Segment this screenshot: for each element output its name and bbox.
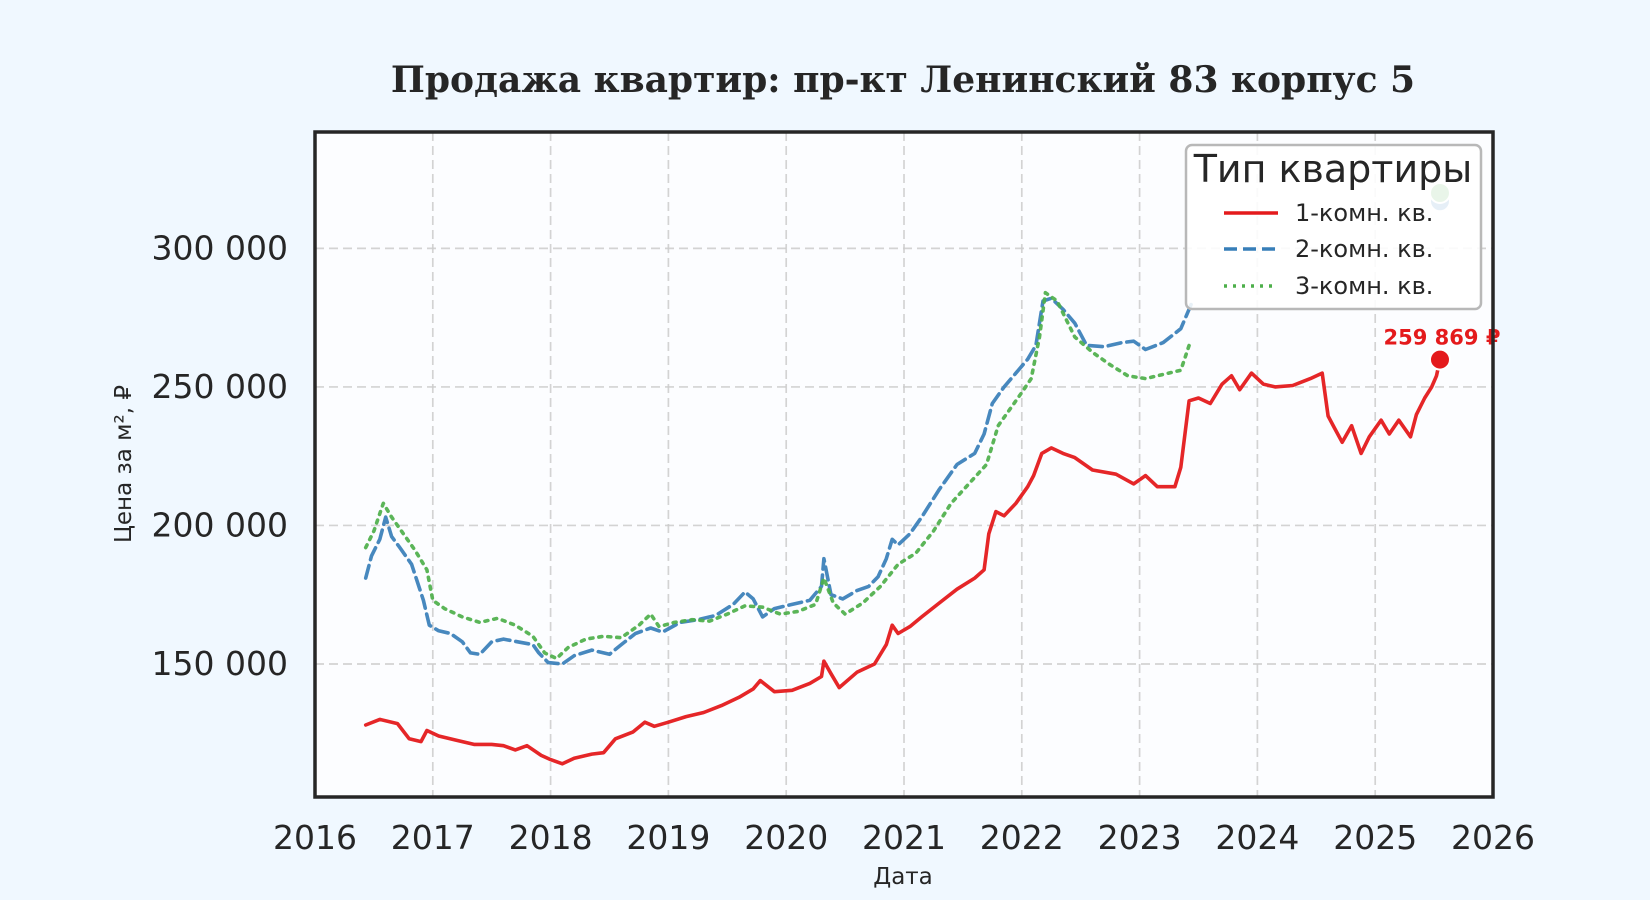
x-axis-ticks: 2016 2017 2018 2019 2020 2021 2022 2023 2024 2025… bbox=[273, 818, 1535, 857]
chart-title: Продажа квартир: пр-кт Ленинский 83 корп… bbox=[391, 59, 1415, 101]
x-tick-label: 2024 bbox=[1215, 818, 1299, 857]
legend-label-2-room: 2-комн. кв. bbox=[1295, 235, 1433, 263]
last-price-annotation: 259 869 ₽ bbox=[1384, 326, 1501, 350]
x-tick-label: 2017 bbox=[391, 818, 475, 857]
end-marker-1-room bbox=[1428, 348, 1451, 371]
series-line-1 bbox=[363, 357, 1442, 766]
x-tick-label: 2021 bbox=[862, 818, 946, 857]
y-axis-label: Цена за м², ₽ bbox=[111, 385, 137, 543]
x-tick-label: 2026 bbox=[1451, 818, 1535, 857]
y-axis-ticks: 150 000 200 000 250 000 300 000 bbox=[152, 228, 288, 683]
legend-label-1-room: 1-комн. кв. bbox=[1295, 199, 1433, 227]
y-tick-label: 250 000 bbox=[152, 367, 288, 406]
x-tick-label: 2016 bbox=[273, 818, 357, 857]
x-axis-label: Дата bbox=[873, 864, 933, 890]
legend: Тип квартиры 1-комн. кв. 2-комн. кв. 3-к… bbox=[1184, 143, 1483, 311]
series-line-3 bbox=[363, 290, 1191, 661]
legend-title: Тип квартиры bbox=[1193, 147, 1473, 191]
y-tick-label: 200 000 bbox=[152, 505, 288, 544]
plot-frame bbox=[313, 130, 1495, 799]
legend-box bbox=[1184, 143, 1483, 311]
series-line-2 bbox=[363, 296, 1195, 666]
y-tick-label: 150 000 bbox=[152, 644, 288, 683]
x-tick-label: 2025 bbox=[1333, 818, 1417, 857]
x-tick-label: 2023 bbox=[1098, 818, 1182, 857]
x-tick-label: 2022 bbox=[980, 818, 1064, 857]
x-tick-label: 2020 bbox=[744, 818, 828, 857]
x-tick-label: 2018 bbox=[509, 818, 593, 857]
x-tick-label: 2019 bbox=[626, 818, 710, 857]
legend-label-3-room: 3-комн. кв. bbox=[1295, 272, 1433, 300]
y-tick-label: 300 000 bbox=[152, 228, 288, 267]
